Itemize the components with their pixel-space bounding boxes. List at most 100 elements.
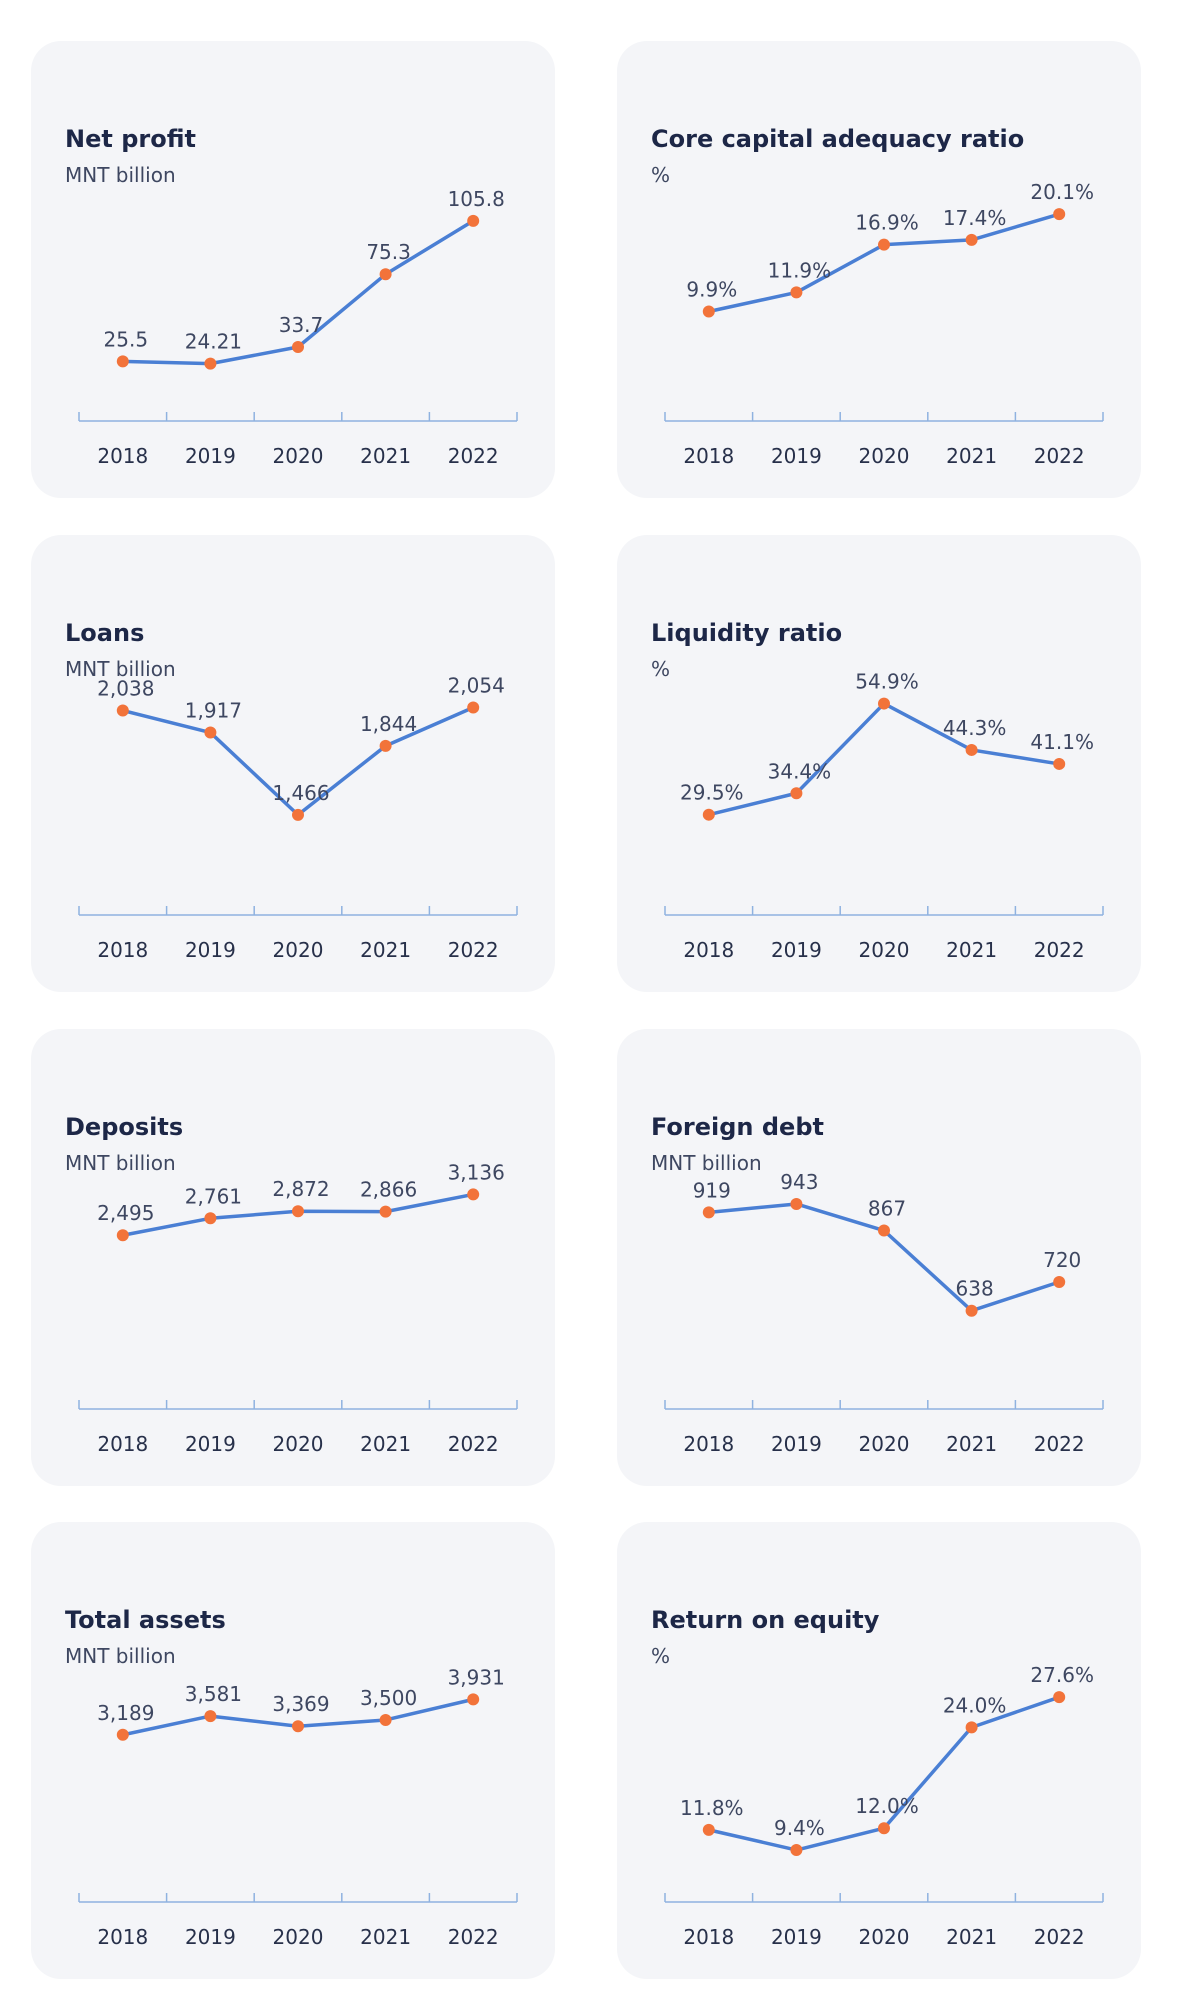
- data-point: [702, 1823, 715, 1836]
- data-label: 25.5: [104, 327, 149, 351]
- x-tick-label: 2019: [185, 444, 236, 468]
- data-label: 3,931: [448, 1665, 505, 1689]
- data-label: 1,844: [360, 712, 417, 736]
- x-tick-label: 2018: [683, 1432, 734, 1456]
- x-tick-label: 2020: [273, 1432, 324, 1456]
- data-label: 943: [780, 1170, 818, 1194]
- data-point: [965, 743, 978, 756]
- return-on-equity-chart: 2018 2019 2020 2021 2022 11.8% 9.4% 12.0% 24.0% 2…: [664, 1663, 1104, 1949]
- x-tick-label: 2019: [185, 938, 236, 962]
- chart-title: Core capital adequacy ratio: [651, 125, 1025, 153]
- data-label: 3,369: [272, 1692, 329, 1716]
- loans-card: Loans MNT billion 2018 2019 2020 2021 2022 2,…: [31, 535, 555, 992]
- data-point: [878, 238, 890, 251]
- data-label: 638: [956, 1277, 994, 1301]
- loans-chart: 2018 2019 2020 2021 2022 2,038 1,917 1,466 1,844…: [78, 674, 518, 962]
- data-point: [116, 1728, 129, 1741]
- x-tick-label: 2021: [360, 938, 411, 962]
- data-point: [292, 1720, 304, 1733]
- x-tick-label: 2022: [448, 444, 499, 468]
- data-label: 3,136: [448, 1160, 505, 1184]
- data-label: 3,189: [97, 1701, 154, 1725]
- x-tick-label: 2020: [859, 1925, 910, 1949]
- chart-title: Deposits: [65, 1113, 184, 1141]
- data-label: 2,054: [448, 674, 505, 698]
- liquidity-ratio-card: Liquidity ratio % 2018 2019 2020 2021 2022 29…: [617, 535, 1141, 992]
- foreign-debt-chart: 2018 2019 2020 2021 2022 919 943 867 638 720: [664, 1170, 1104, 1456]
- data-label: 2,761: [185, 1184, 242, 1208]
- data-point: [116, 704, 129, 717]
- x-tick-label: 2019: [185, 1432, 236, 1456]
- chart-title: Loans: [65, 619, 145, 647]
- chart-unit: MNT billion: [65, 1151, 176, 1175]
- data-point: [790, 1197, 803, 1210]
- data-point: [204, 1710, 217, 1723]
- chart-title: Return on equity: [651, 1606, 880, 1634]
- data-label: 11.9%: [768, 258, 832, 282]
- data-point: [1053, 1691, 1066, 1704]
- chart-title: Net profit: [65, 125, 196, 153]
- data-point: [790, 1844, 803, 1857]
- x-tick-label: 2018: [683, 938, 734, 962]
- x-tick-label: 2020: [859, 1432, 910, 1456]
- total-assets-card: Total assets MNT billion 2018 2019 2020 202…: [31, 1522, 555, 1979]
- data-label: 9.9%: [686, 278, 737, 302]
- foreign-debt-card: Foreign debt MNT billion 2018 2019 2020 202…: [617, 1029, 1141, 1486]
- x-tick-label: 2021: [946, 1925, 997, 1949]
- total-assets-chart: 2018 2019 2020 2021 2022 3,189 3,581 3,369 3,500…: [78, 1665, 518, 1949]
- data-label: 44.3%: [943, 716, 1007, 740]
- deposits-card: Deposits MNT billion 2018 2019 2020 2021 202…: [31, 1029, 555, 1486]
- data-label: 20.1%: [1030, 180, 1094, 204]
- chart-title: Total assets: [65, 1606, 226, 1634]
- data-point: [1053, 208, 1066, 221]
- x-tick-label: 2022: [1034, 938, 1085, 962]
- chart-unit: MNT billion: [651, 1151, 762, 1175]
- data-point: [790, 286, 803, 299]
- data-point: [379, 268, 392, 281]
- data-label: 54.9%: [855, 670, 919, 694]
- x-tick-label: 2020: [273, 1925, 324, 1949]
- x-tick-label: 2020: [859, 938, 910, 962]
- data-label: 12.0%: [855, 1794, 919, 1818]
- data-point: [965, 1304, 978, 1317]
- data-label: 29.5%: [680, 781, 744, 805]
- x-tick-label: 2021: [946, 938, 997, 962]
- data-label: 2,872: [272, 1177, 329, 1201]
- data-point: [790, 787, 803, 800]
- data-point: [292, 1205, 304, 1218]
- data-point: [467, 214, 480, 227]
- chart-unit: %: [651, 657, 671, 681]
- net-profit-chart: 2018 2019 2020 2021 2022 25.5 24.21 33.7 75.3 105…: [78, 187, 518, 468]
- data-point: [702, 808, 715, 821]
- x-tick-label: 2021: [360, 444, 411, 468]
- return-on-equity-card: Return on equity % 2018 2019 2020 2021 2022 1…: [617, 1522, 1141, 1979]
- net-profit-card: Net profit MNT billion 2018 2019 2020 2021 2…: [31, 41, 555, 498]
- x-tick-label: 2018: [97, 444, 148, 468]
- data-label: 16.9%: [855, 211, 919, 235]
- data-label: 3,581: [185, 1682, 242, 1706]
- data-label: 75.3: [366, 240, 411, 264]
- data-label: 27.6%: [1030, 1663, 1094, 1687]
- data-label: 9.4%: [774, 1816, 825, 1840]
- x-tick-label: 2018: [97, 1432, 148, 1456]
- data-label: 720: [1043, 1248, 1081, 1272]
- data-point: [116, 355, 129, 368]
- data-point: [702, 1206, 715, 1219]
- data-point: [379, 1205, 392, 1218]
- data-point: [878, 697, 890, 710]
- x-tick-label: 2018: [683, 1925, 734, 1949]
- data-point: [467, 701, 480, 714]
- data-point: [878, 1224, 890, 1237]
- data-point: [116, 1229, 129, 1242]
- x-tick-label: 2022: [1034, 1432, 1085, 1456]
- data-label: 867: [868, 1197, 906, 1221]
- data-point: [467, 1693, 480, 1706]
- chart-title: Foreign debt: [651, 1113, 824, 1141]
- data-point: [1053, 1276, 1066, 1288]
- x-tick-label: 2022: [448, 938, 499, 962]
- data-label: 24.21: [185, 330, 242, 354]
- data-point: [965, 233, 978, 246]
- x-tick-label: 2022: [448, 1432, 499, 1456]
- data-label: 24.0%: [943, 1693, 1007, 1717]
